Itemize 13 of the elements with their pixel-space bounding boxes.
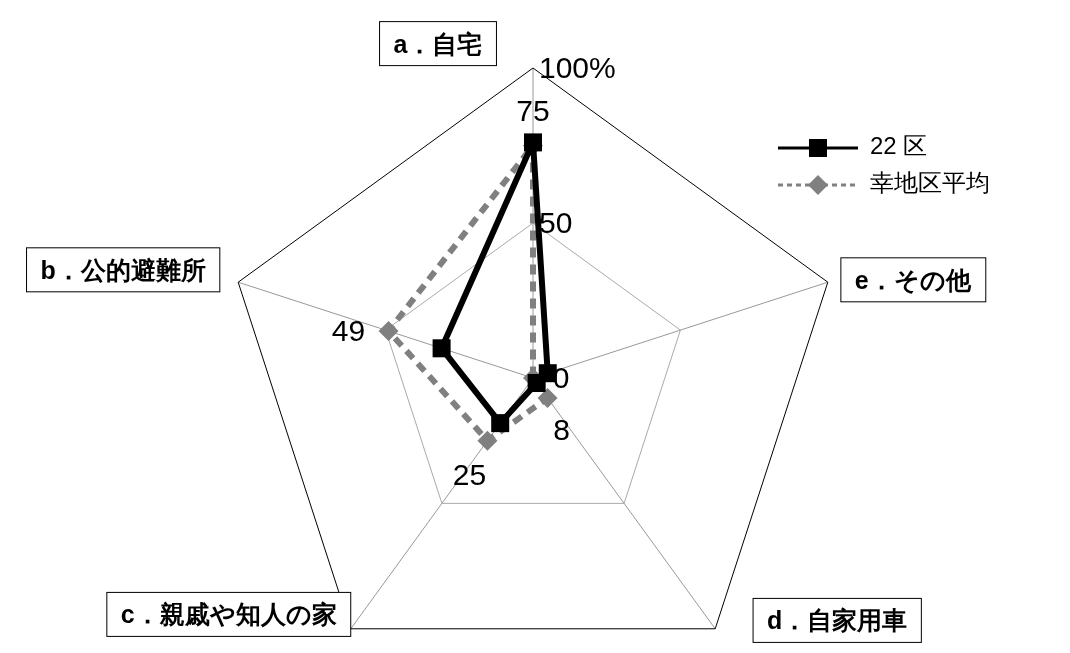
data-label: 8 [553,412,570,446]
spoke-label: b．公的避難所 [40,255,206,284]
data-label: 49 [331,313,366,347]
spoke-label: c．親戚や知人の家 [120,600,337,629]
legend-label: 幸地区平均 [870,169,990,197]
y-tick-label: 50 [539,206,573,239]
y-tick-label: 100% [539,51,616,84]
spoke-label: d．自家用車 [767,606,908,635]
spoke-label: a．自宅 [393,29,483,58]
data-label: 75 [516,94,550,128]
spoke-label: e．その他 [854,265,972,294]
data-label: 25 [452,457,487,491]
legend-label: 22 区 [870,132,928,160]
